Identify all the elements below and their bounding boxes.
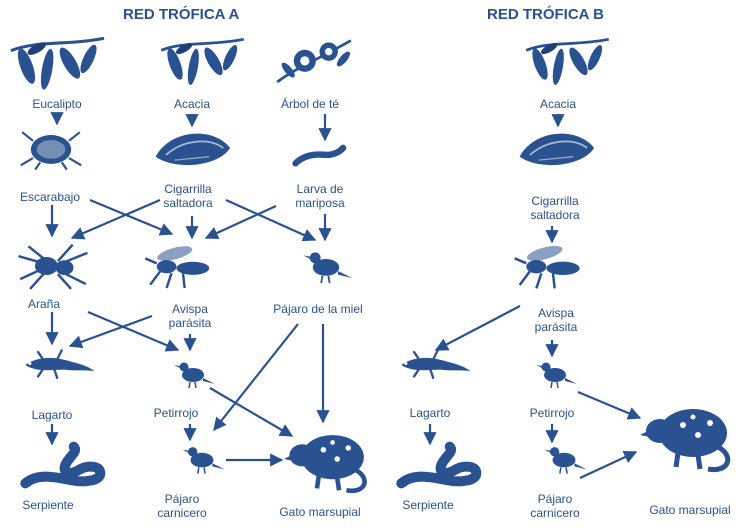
beetle-icon <box>19 130 83 171</box>
label-b-carnicero-line1: Pájaro <box>537 492 573 506</box>
robin-b-icon <box>534 361 579 390</box>
label-acacia: Acacia <box>173 97 211 111</box>
acacia-icon <box>159 37 246 87</box>
arrow-b-avispa-lagarto <box>434 305 521 351</box>
label-petirrojo: Petirrojo <box>153 406 199 420</box>
label-larva-line2: mariposa <box>295 196 345 210</box>
label-b-cigarrilla-saltadora: Cigarrilla saltadora <box>530 194 579 222</box>
tea-tree-icon <box>275 39 354 84</box>
label-cigarrilla-line1: Cigarrilla <box>164 182 212 196</box>
web-b-arrows <box>423 114 642 479</box>
quoll-b-icon <box>640 409 728 470</box>
label-arana: Araña <box>27 297 61 311</box>
butcherbird-b-icon <box>542 445 589 476</box>
label-b-petirrojo: Petirrojo <box>529 406 575 420</box>
label-b-lagarto: Lagarto <box>409 406 451 420</box>
lizard-b-icon <box>399 348 472 381</box>
label-b-cigarrilla-line2: saltadora <box>530 208 580 222</box>
acacia-b-icon <box>524 37 611 87</box>
label-pajaro-carnicero: Pájaro carnicero <box>157 492 206 520</box>
label-escarabajo: Escarabajo <box>19 190 81 204</box>
label-gato-marsupial: Gato marsupial <box>279 505 361 519</box>
label-larva-de-mariposa: Larva de mariposa <box>295 182 344 210</box>
web-b-title: RED TRÓFICA B <box>487 6 604 23</box>
label-cigarrilla-saltadora: Cigarrilla saltadora <box>163 182 212 210</box>
snake-icon <box>25 447 100 484</box>
label-b-pajaro-carnicero: Pájaro carnicero <box>530 492 579 520</box>
spider-icon <box>17 243 89 291</box>
label-avispa-parasita: Avispa parásita <box>169 302 212 330</box>
arrow-cigarrilla-arana <box>70 198 161 240</box>
honeyeater-icon <box>301 251 354 285</box>
label-b-acacia: Acacia <box>539 97 577 111</box>
quoll-icon <box>284 435 365 491</box>
label-b-avispa-line2: parásita <box>534 320 578 334</box>
label-b-serpiente: Serpiente <box>402 498 454 512</box>
wasp-b-icon <box>513 241 581 290</box>
label-b-cigarrilla-line1: Cigarrilla <box>531 194 579 208</box>
wasp-icon <box>144 242 211 290</box>
label-carnicero-line1: Pájaro <box>164 492 200 506</box>
arrow-b-carnicero-gato <box>579 451 638 479</box>
label-avispa-line1: Avispa <box>172 302 208 316</box>
snake-b-icon <box>401 447 476 484</box>
label-cigarrilla-line2: saltadora <box>163 196 213 210</box>
caterpillar-icon <box>296 147 344 163</box>
label-b-carnicero-line2: carnicero <box>530 506 580 520</box>
arrow-b-petirrojo-gato <box>577 390 642 420</box>
lizard-icon <box>23 348 96 381</box>
web-a-arrows <box>45 112 332 467</box>
label-arbol-de-te: Árbol de té <box>280 97 340 111</box>
arrow-escarabajo-avispa <box>89 198 174 236</box>
arrow-arana-petirrojo <box>87 310 180 352</box>
web-a-title: RED TRÓFICA A <box>123 6 240 23</box>
label-b-avispa-parasita: Avispa parásita <box>535 306 578 334</box>
leafhopper-b-icon <box>518 132 596 166</box>
label-serpiente: Serpiente <box>22 498 74 512</box>
arrow-avispa-lagarto <box>68 314 153 349</box>
butcherbird-icon <box>180 445 227 476</box>
label-avispa-line2: parásita <box>168 316 212 330</box>
label-pajaro-de-la-miel: Pájaro de la miel <box>273 302 363 316</box>
arrow-larva-avispa <box>204 204 277 240</box>
label-eucalipto: Eucalipto <box>32 97 82 111</box>
arrow-petirrojo-gato <box>209 387 294 437</box>
label-b-avispa-line1: Avispa <box>538 306 574 320</box>
label-carnicero-line2: carnicero <box>157 506 207 520</box>
eucalyptus-icon <box>9 36 106 92</box>
arrow-cigarrilla-pajaromiel <box>225 198 317 242</box>
label-lagarto: Lagarto <box>31 408 73 422</box>
arrow-pajaromiel-carnicero <box>213 323 299 432</box>
leafhopper-icon <box>154 132 232 166</box>
robin-icon <box>172 361 217 390</box>
label-b-gato-marsupial: Gato marsupial <box>649 503 731 517</box>
label-larva-line1: Larva de <box>296 182 344 196</box>
